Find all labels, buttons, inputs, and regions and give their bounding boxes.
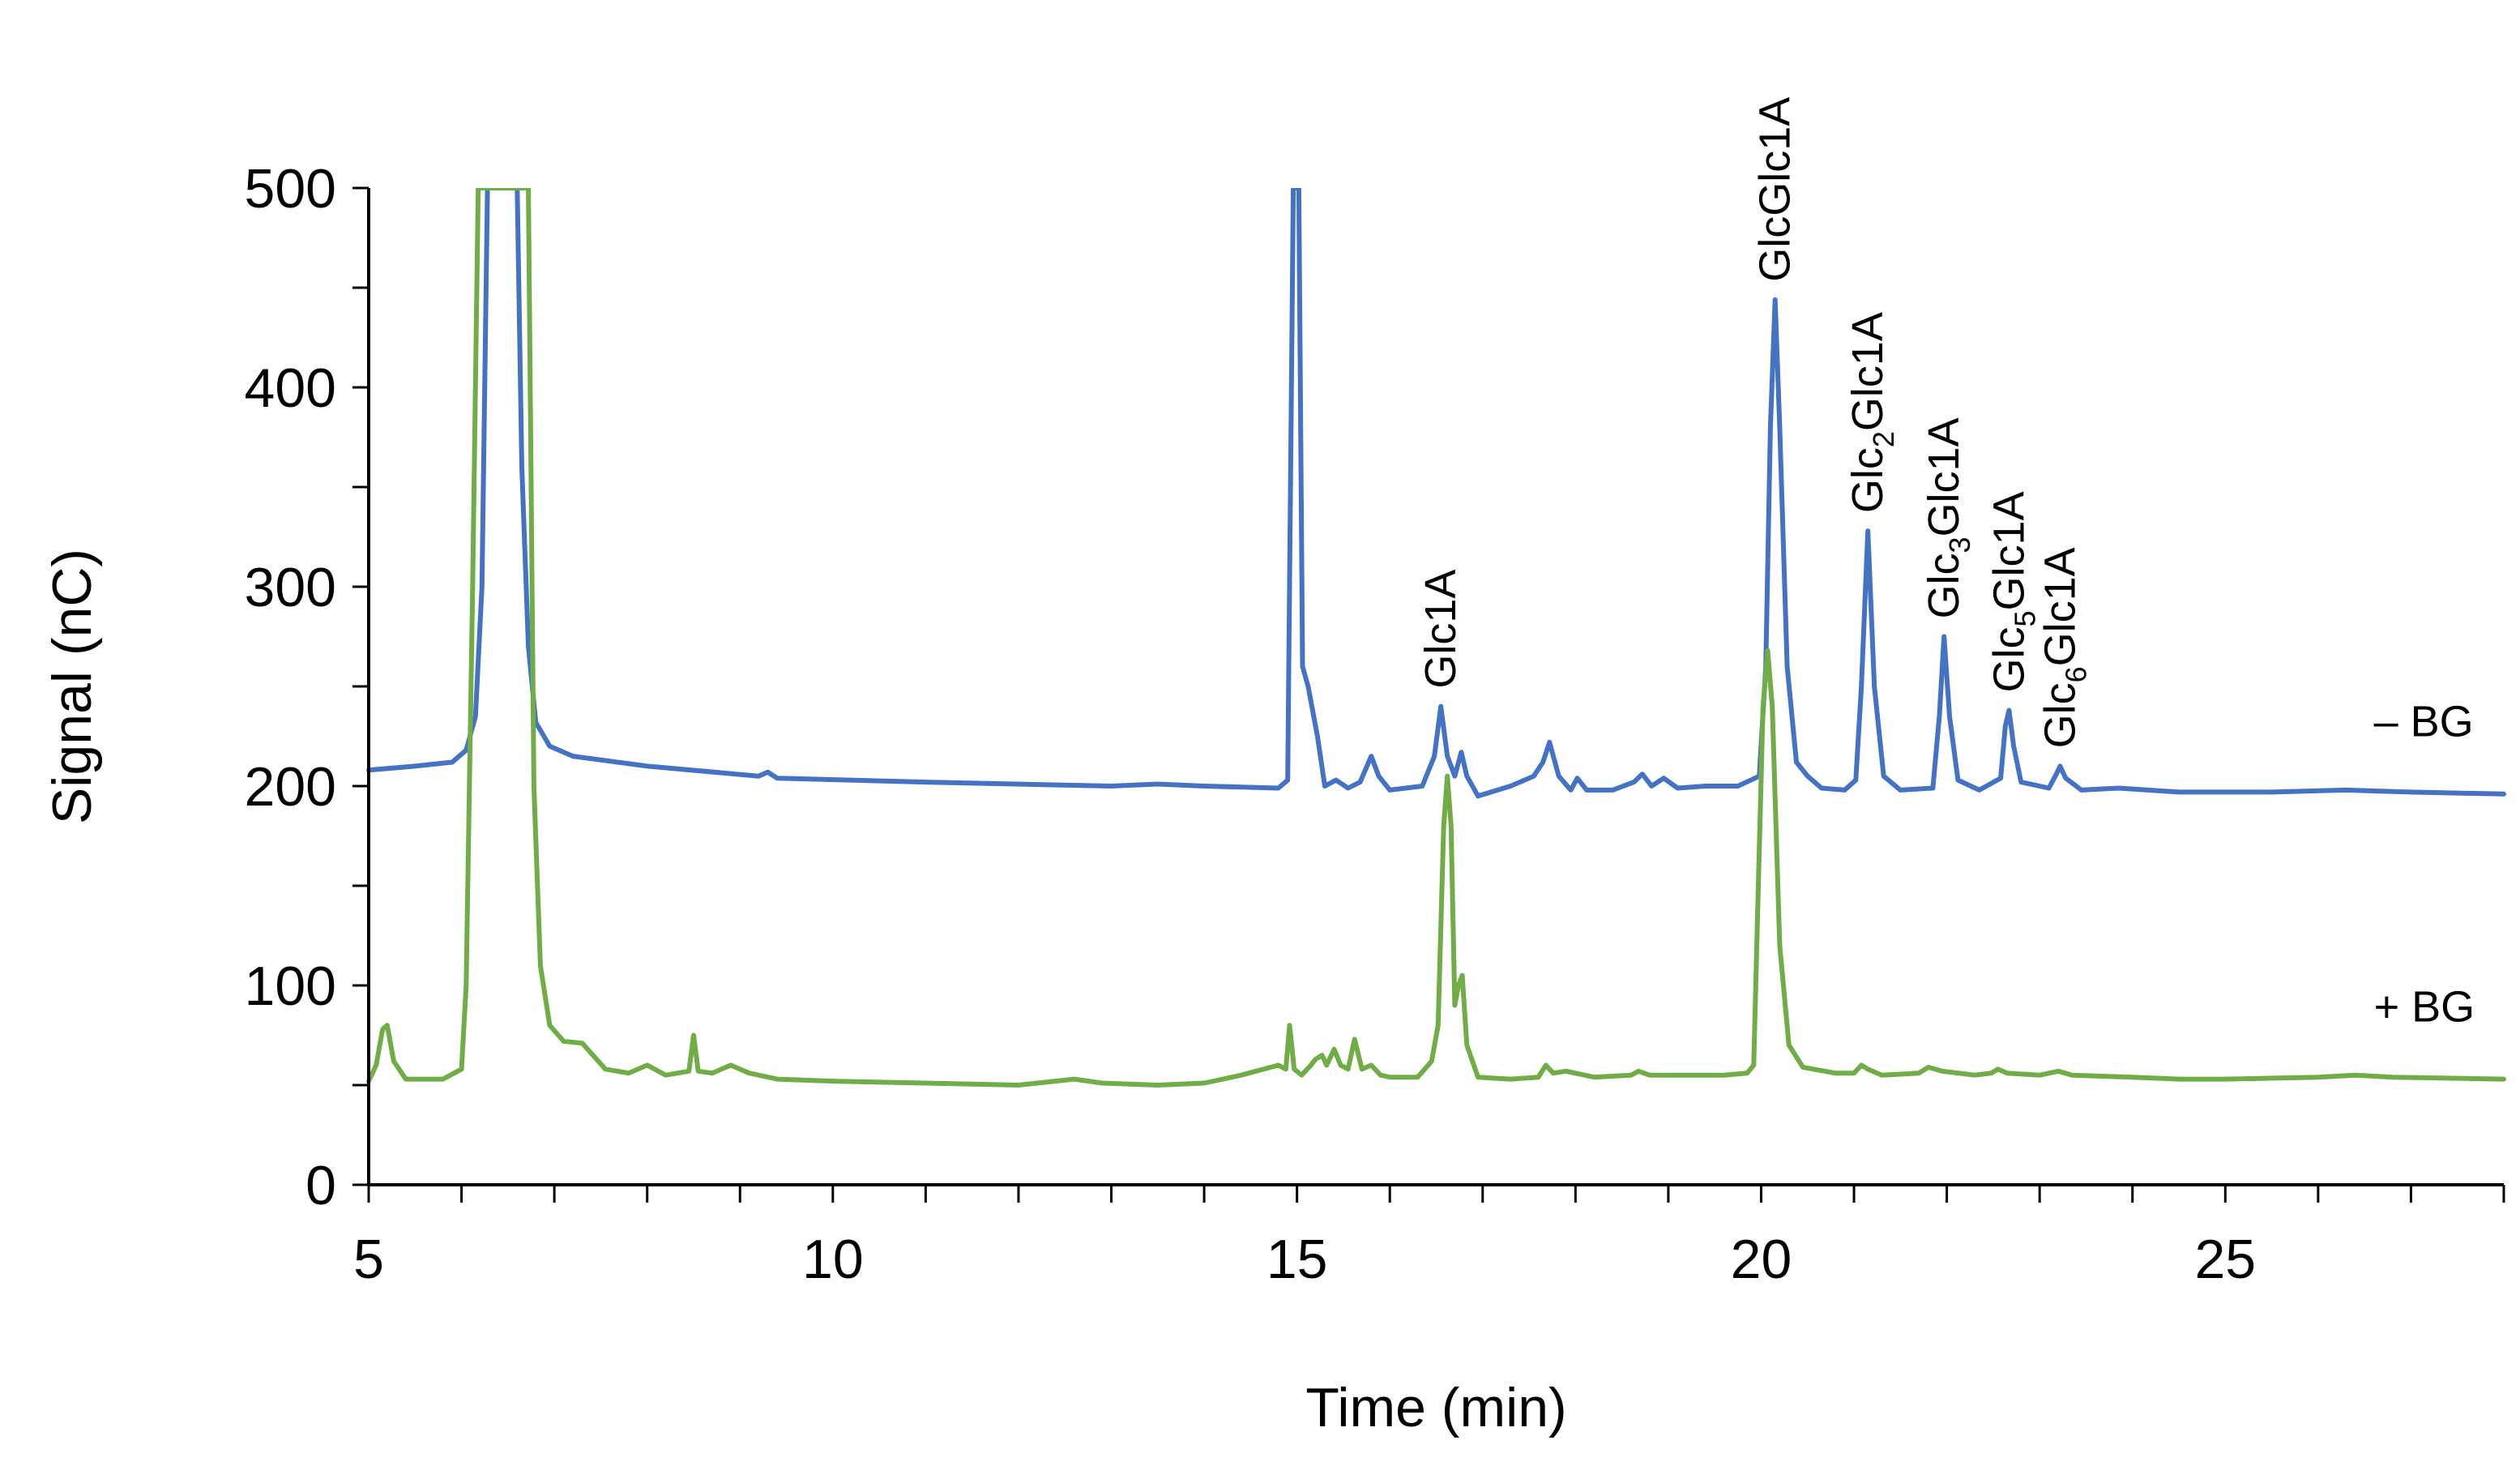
y-tick-label: 0 (305, 1155, 336, 1216)
peak-label: Glc6Glc1A (2035, 547, 2092, 748)
x-axis-title: Time (min) (1305, 1377, 1566, 1438)
labels-layer: Glc1A GlcGlc1A Glc2Glc1A Glc3Glc1AGlc5Glc1A… (1416, 97, 2475, 1032)
x-tick-label: 5 (353, 1229, 384, 1290)
y-tick-label: 500 (245, 158, 336, 220)
y-tick-label: 100 (245, 955, 336, 1017)
peak-label: Glc3Glc1A (1920, 417, 1976, 618)
peak-label: Glc5Glc1A (1984, 491, 2041, 692)
y-tick-label: 400 (245, 357, 336, 419)
peak-label: GlcGlc1A (1751, 97, 1800, 282)
series-label: + BG (2374, 982, 2475, 1031)
peak-label: Glc2Glc1A (1843, 312, 1900, 513)
x-tick-label: 10 (802, 1229, 864, 1290)
series-line-0 (366, 188, 2506, 799)
y-axis-title: Signal (nC) (41, 549, 103, 824)
series-layer (366, 188, 2506, 1088)
series-line-1 (366, 188, 2506, 1088)
axes-layer: 0 100 200 300 400 500 5 10 15 20 25 (245, 158, 2505, 1290)
y-tick-label: 200 (245, 756, 336, 818)
x-tick-label: 15 (1266, 1229, 1328, 1290)
peak-label: Glc1A (1416, 570, 1465, 689)
x-tick-label: 20 (1731, 1229, 1792, 1290)
y-tick-label: 300 (245, 557, 336, 618)
x-tick-label: 25 (2194, 1229, 2256, 1290)
series-label: – BG (2374, 698, 2474, 746)
